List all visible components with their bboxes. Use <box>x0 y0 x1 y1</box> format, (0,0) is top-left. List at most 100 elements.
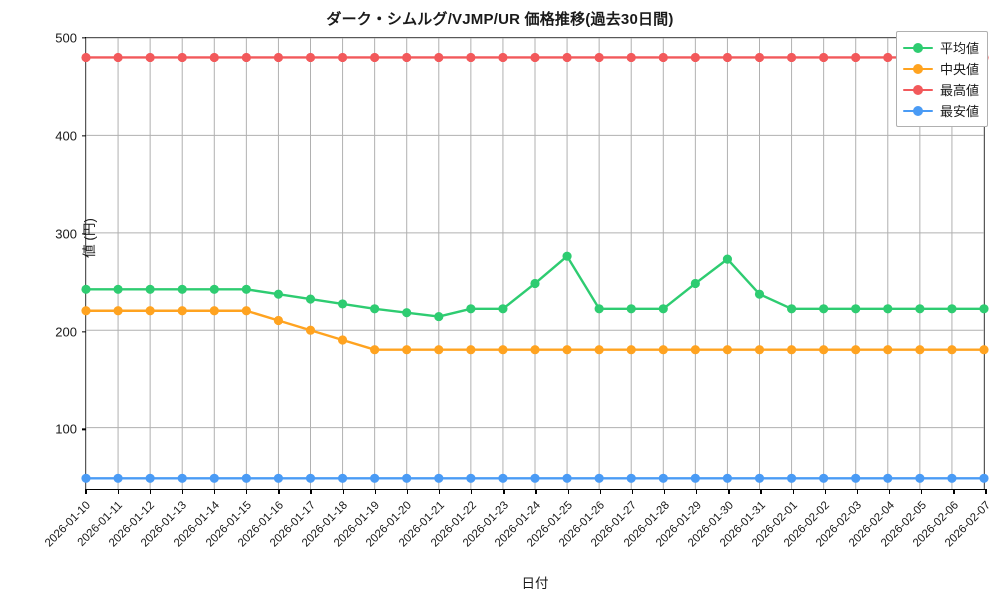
x-tick-mark <box>213 489 216 494</box>
data-point <box>530 473 540 483</box>
legend-swatch <box>902 84 933 96</box>
data-point <box>786 473 797 483</box>
data-point <box>530 345 540 355</box>
data-point <box>466 304 476 314</box>
data-point <box>979 473 989 483</box>
data-point <box>305 325 316 335</box>
data-point <box>883 304 893 314</box>
data-point <box>722 52 733 63</box>
data-point <box>81 284 91 294</box>
series-最高値 <box>81 52 989 63</box>
y-tick-label: 400 <box>55 128 77 144</box>
x-tick-mark <box>856 489 859 494</box>
x-tick-mark <box>663 489 666 494</box>
data-point <box>370 473 380 483</box>
data-point <box>241 284 251 294</box>
data-point <box>113 284 123 294</box>
data-point <box>209 284 219 294</box>
data-point <box>209 473 219 483</box>
y-tick-label: 300 <box>55 226 77 242</box>
y-tick-label: 100 <box>55 421 77 437</box>
x-tick-mark <box>374 489 376 494</box>
data-point <box>915 345 925 355</box>
data-point <box>530 278 540 289</box>
plot-area: 100 200 300 400 500 2026-01-10 2026-01-11 2026… <box>43 31 993 550</box>
y-tick-mark <box>81 233 86 235</box>
data-point <box>562 52 572 63</box>
data-point <box>786 345 797 355</box>
data-point <box>370 52 380 63</box>
legend-label: 最高値 <box>939 83 979 98</box>
data-point <box>658 52 668 63</box>
legend-swatch <box>902 105 933 117</box>
data-point <box>177 284 187 294</box>
data-point <box>145 473 155 483</box>
x-tick-mark <box>567 489 569 494</box>
data-point <box>241 473 251 483</box>
series-最安値 <box>81 473 989 483</box>
x-tick-mark <box>631 489 634 494</box>
x-tick-mark <box>117 489 119 494</box>
data-point <box>273 52 284 63</box>
data-point <box>658 345 668 355</box>
x-tick-mark <box>953 489 955 494</box>
data-point <box>337 52 348 63</box>
legend-item-最安値[interactable]: 最安値 <box>902 100 979 121</box>
data-point <box>434 345 444 355</box>
x-tick-mark <box>246 489 248 494</box>
data-point <box>594 345 604 355</box>
data-point <box>851 345 861 355</box>
series-line <box>86 311 984 350</box>
data-point <box>658 304 668 314</box>
y-tick-label: 500 <box>55 30 77 46</box>
data-point <box>370 304 380 314</box>
x-tick-mark <box>599 489 601 494</box>
data-point <box>530 52 540 63</box>
data-point <box>81 306 91 316</box>
x-tick-mark <box>696 489 698 494</box>
data-point <box>305 473 316 483</box>
x-tick-mark <box>149 489 151 494</box>
data-point <box>722 345 733 355</box>
legend-label: 平均値 <box>939 41 979 56</box>
data-point <box>626 473 636 483</box>
legend-item-最高値[interactable]: 最高値 <box>902 79 979 100</box>
legend-item-中央値[interactable]: 中央値 <box>902 58 979 79</box>
data-point <box>402 308 412 318</box>
data-point <box>754 52 765 63</box>
data-point <box>690 345 700 355</box>
data-point <box>81 52 91 63</box>
data-point <box>594 52 604 63</box>
series-平均値 <box>81 251 989 322</box>
x-tick-mark <box>888 489 891 494</box>
data-point <box>370 345 380 355</box>
x-tick-mark <box>760 489 762 494</box>
data-point <box>626 52 636 63</box>
data-point <box>690 278 700 289</box>
x-tick-mark <box>921 489 923 494</box>
data-point <box>819 52 829 63</box>
data-point <box>145 306 155 316</box>
x-tick-mark <box>728 489 730 494</box>
data-point <box>594 304 604 314</box>
data-point <box>658 473 668 483</box>
y-tick-mark <box>81 330 86 333</box>
data-point <box>947 304 957 314</box>
data-point <box>241 52 251 63</box>
data-point <box>434 52 444 63</box>
data-point <box>305 52 316 63</box>
legend-item-平均値[interactable]: 平均値 <box>902 37 979 58</box>
x-tick-mark <box>342 489 344 494</box>
data-point <box>947 473 957 483</box>
data-point <box>819 304 829 314</box>
data-point <box>594 473 604 483</box>
legend-label: 最安値 <box>939 104 979 119</box>
data-point <box>979 345 989 355</box>
x-tick-mark <box>503 489 505 494</box>
data-point <box>498 304 508 314</box>
chart-title: ダーク・シムルグ/VJMP/UR 価格推移(過去30日間) <box>326 11 674 28</box>
data-point <box>786 304 797 314</box>
legend-swatch <box>902 63 933 75</box>
data-point <box>434 312 444 322</box>
